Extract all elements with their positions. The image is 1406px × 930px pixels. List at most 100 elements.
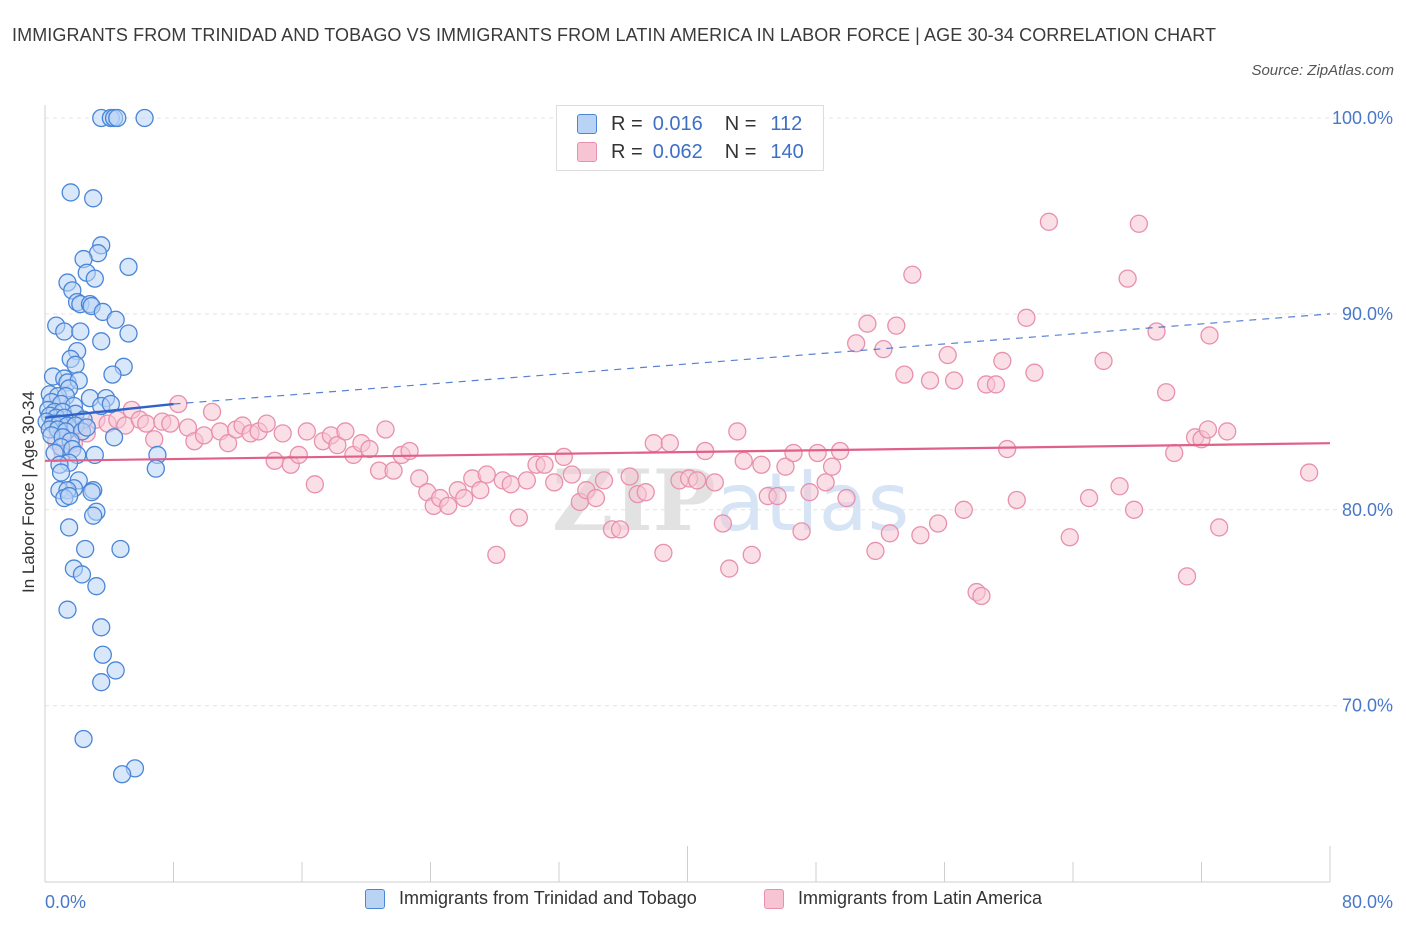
point-latin-america [800, 483, 819, 502]
point-latin-america [887, 316, 906, 335]
series-latin-america-points [47, 212, 1319, 606]
point-latin-america [1165, 443, 1184, 463]
point-latin-america [644, 434, 663, 453]
point-latin-america [620, 467, 639, 486]
point-latin-america [509, 508, 528, 527]
point-latin-america [517, 471, 537, 490]
legend-swatch-blue [365, 888, 385, 909]
point-latin-america [1210, 518, 1229, 537]
point-latin-america [1157, 383, 1176, 402]
point-latin-america [535, 455, 554, 474]
legend-n-label: N = [724, 112, 757, 135]
point-latin-america [816, 473, 835, 492]
point-latin-america [273, 424, 292, 443]
point-latin-america [545, 473, 564, 492]
point-latin-america [822, 457, 842, 476]
point-latin-america [161, 414, 180, 433]
legend-r-value: 0.016 [652, 112, 703, 135]
legend-r-label: R = [611, 112, 643, 135]
legend-label-latin: Immigrants from Latin America [798, 888, 1043, 908]
point-latin-america [847, 334, 866, 353]
point-latin-america [1007, 490, 1026, 510]
point-trinidad-tobago [92, 618, 111, 637]
point-trinidad-tobago [59, 518, 79, 537]
point-latin-america [792, 522, 811, 541]
point-latin-america [439, 496, 458, 516]
point-trinidad-tobago [76, 539, 95, 559]
axes [44, 105, 1331, 883]
point-latin-america [501, 475, 520, 494]
point-latin-america [1079, 488, 1099, 508]
point-latin-america [594, 471, 614, 490]
point-latin-america [776, 457, 795, 476]
point-trinidad-tobago [72, 565, 92, 584]
source-note: Source: ZipAtlas.com [1251, 62, 1394, 79]
point-trinidad-tobago [92, 332, 111, 351]
point-latin-america [1129, 214, 1149, 233]
point-latin-america [194, 426, 214, 445]
point-latin-america [880, 524, 900, 543]
y-tick-label: 80.0% [1342, 500, 1393, 520]
point-latin-america [586, 488, 606, 508]
series-trinidad-tobago-points [37, 108, 167, 784]
point-latin-america [895, 365, 914, 384]
point-latin-america [218, 434, 238, 453]
point-trinidad-tobago [119, 257, 138, 277]
point-latin-america [866, 541, 885, 561]
legend-n-value: 140 [770, 140, 804, 163]
point-latin-america [289, 445, 308, 465]
point-latin-america [720, 559, 739, 578]
point-latin-america [1299, 463, 1319, 482]
point-latin-america [734, 451, 753, 470]
point-latin-america [1017, 308, 1036, 327]
point-trinidad-tobago [112, 765, 132, 784]
point-latin-america [768, 486, 787, 506]
point-trinidad-tobago [92, 673, 111, 692]
point-latin-america [837, 488, 856, 508]
point-trinidad-tobago [61, 183, 80, 202]
point-latin-america [654, 543, 673, 563]
point-trinidad-tobago [111, 539, 130, 559]
point-latin-america [455, 488, 474, 508]
legend-n-value: 112 [770, 112, 803, 135]
point-latin-america [660, 434, 679, 453]
point-trinidad-tobago [84, 506, 103, 525]
legend-item-latin[interactable]: Immigrants from Latin America [764, 888, 1042, 909]
point-latin-america [1118, 269, 1137, 288]
point-latin-america [1124, 500, 1144, 519]
point-latin-america [728, 422, 747, 441]
point-latin-america [1110, 477, 1129, 496]
point-latin-america [938, 345, 957, 365]
point-latin-america [202, 402, 222, 421]
point-latin-america [742, 545, 761, 565]
legend-n-label: N = [724, 140, 757, 163]
legend-swatch-pink [577, 142, 597, 162]
point-latin-america [1025, 363, 1044, 382]
legend-row-latin: R = 0.062 N = 140 [577, 138, 804, 166]
point-latin-america [554, 447, 573, 467]
chart-title: IMMIGRANTS FROM TRINIDAD AND TOBAGO VS I… [12, 25, 1217, 45]
point-trinidad-tobago [103, 365, 122, 384]
legend-swatch-blue [577, 114, 597, 134]
point-trinidad-tobago [59, 486, 79, 506]
point-latin-america [265, 451, 284, 470]
point-latin-america [360, 439, 379, 459]
point-trinidad-tobago [101, 394, 121, 414]
point-latin-america [636, 483, 655, 502]
point-latin-america [477, 465, 496, 484]
correlation-legend: R = 0.016 N = 112 R = 0.062 N = 140 [556, 105, 824, 171]
point-latin-america [972, 586, 991, 606]
legend-item-trinidad[interactable]: Immigrants from Trinidad and Tobago [365, 888, 697, 909]
point-trinidad-tobago [108, 108, 127, 128]
trend-line-trinidad-tobago [44, 402, 174, 419]
point-latin-america [305, 475, 325, 494]
point-latin-america [1060, 528, 1079, 547]
point-trinidad-tobago [84, 189, 103, 208]
point-latin-america [562, 465, 581, 484]
point-trinidad-tobago [146, 459, 165, 478]
point-trinidad-tobago [104, 428, 124, 447]
point-latin-america [487, 545, 506, 565]
point-latin-america [471, 481, 490, 500]
point-latin-america [1147, 322, 1166, 341]
